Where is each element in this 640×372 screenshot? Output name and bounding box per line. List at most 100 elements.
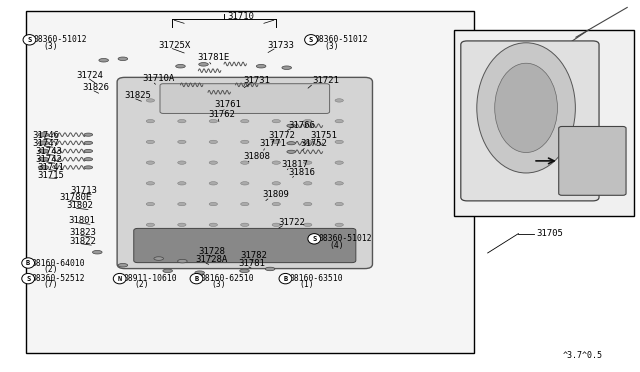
Ellipse shape bbox=[241, 244, 249, 247]
FancyBboxPatch shape bbox=[160, 84, 330, 113]
Text: 31715: 31715 bbox=[37, 171, 64, 180]
Ellipse shape bbox=[303, 202, 312, 206]
Text: 31817: 31817 bbox=[282, 160, 308, 169]
Text: 31746: 31746 bbox=[32, 131, 59, 140]
Ellipse shape bbox=[147, 202, 155, 206]
Ellipse shape bbox=[177, 259, 187, 263]
Text: (3): (3) bbox=[211, 280, 226, 289]
Text: 31801: 31801 bbox=[68, 216, 95, 225]
Ellipse shape bbox=[38, 149, 49, 153]
Text: 31762: 31762 bbox=[208, 110, 235, 119]
Ellipse shape bbox=[272, 140, 280, 144]
Ellipse shape bbox=[574, 168, 580, 170]
Ellipse shape bbox=[209, 223, 218, 227]
Ellipse shape bbox=[38, 141, 49, 145]
Ellipse shape bbox=[209, 99, 218, 102]
Text: 31816: 31816 bbox=[288, 168, 315, 177]
Ellipse shape bbox=[118, 263, 128, 267]
Text: 08360-51012: 08360-51012 bbox=[34, 35, 88, 44]
Ellipse shape bbox=[495, 63, 557, 153]
Text: 08360-51012: 08360-51012 bbox=[315, 35, 369, 44]
Ellipse shape bbox=[147, 182, 155, 185]
Ellipse shape bbox=[84, 141, 93, 144]
Text: (1): (1) bbox=[300, 280, 314, 289]
Text: 31772: 31772 bbox=[269, 131, 296, 140]
Text: (4): (4) bbox=[330, 241, 344, 250]
Ellipse shape bbox=[335, 140, 344, 144]
Ellipse shape bbox=[303, 223, 312, 227]
Text: N: N bbox=[118, 276, 122, 282]
Text: 08360-52512: 08360-52512 bbox=[32, 274, 86, 283]
Ellipse shape bbox=[574, 135, 580, 137]
Ellipse shape bbox=[272, 223, 280, 227]
Ellipse shape bbox=[241, 161, 249, 164]
Text: 31823: 31823 bbox=[69, 228, 96, 237]
Ellipse shape bbox=[22, 258, 35, 268]
Ellipse shape bbox=[178, 119, 186, 123]
Ellipse shape bbox=[335, 161, 344, 164]
Ellipse shape bbox=[287, 142, 296, 145]
Text: S: S bbox=[26, 276, 30, 282]
Text: 31809: 31809 bbox=[262, 190, 289, 199]
Ellipse shape bbox=[93, 250, 102, 254]
Ellipse shape bbox=[84, 150, 93, 153]
Text: 31780E: 31780E bbox=[60, 193, 92, 202]
Ellipse shape bbox=[178, 99, 186, 102]
Text: 31761: 31761 bbox=[214, 100, 241, 109]
Ellipse shape bbox=[209, 161, 218, 164]
Text: 31781: 31781 bbox=[239, 259, 266, 268]
FancyBboxPatch shape bbox=[134, 228, 356, 263]
Ellipse shape bbox=[287, 150, 296, 153]
Ellipse shape bbox=[303, 99, 312, 102]
Text: 31722: 31722 bbox=[278, 218, 305, 227]
Ellipse shape bbox=[147, 119, 155, 123]
Ellipse shape bbox=[256, 64, 266, 68]
Ellipse shape bbox=[147, 223, 155, 227]
Ellipse shape bbox=[154, 257, 164, 260]
Ellipse shape bbox=[272, 244, 280, 247]
Ellipse shape bbox=[604, 135, 611, 137]
Text: 31705: 31705 bbox=[536, 229, 563, 238]
Bar bbox=[26, 11, 474, 353]
Text: 31741: 31741 bbox=[37, 163, 64, 171]
Ellipse shape bbox=[272, 202, 280, 206]
Text: (3): (3) bbox=[324, 42, 339, 51]
FancyBboxPatch shape bbox=[461, 41, 599, 201]
Text: 31728A: 31728A bbox=[195, 255, 227, 264]
Text: 31710: 31710 bbox=[227, 12, 254, 21]
Text: S: S bbox=[312, 236, 316, 242]
Ellipse shape bbox=[335, 119, 344, 123]
Ellipse shape bbox=[574, 151, 580, 154]
Text: 31710A: 31710A bbox=[142, 74, 174, 83]
Text: (2): (2) bbox=[134, 280, 149, 289]
Ellipse shape bbox=[279, 273, 292, 284]
Ellipse shape bbox=[22, 273, 35, 284]
Text: 31731: 31731 bbox=[243, 76, 270, 85]
Ellipse shape bbox=[308, 234, 321, 244]
Ellipse shape bbox=[178, 140, 186, 144]
Ellipse shape bbox=[335, 223, 344, 227]
Text: 31802: 31802 bbox=[66, 201, 93, 210]
Text: 08911-10610: 08911-10610 bbox=[124, 274, 177, 283]
Ellipse shape bbox=[84, 133, 93, 136]
Ellipse shape bbox=[240, 269, 250, 273]
Ellipse shape bbox=[99, 58, 109, 62]
Text: 08160-62510: 08160-62510 bbox=[200, 274, 254, 283]
Ellipse shape bbox=[265, 267, 275, 271]
Ellipse shape bbox=[209, 202, 218, 206]
Ellipse shape bbox=[272, 99, 280, 102]
Ellipse shape bbox=[147, 99, 155, 102]
Ellipse shape bbox=[604, 168, 611, 170]
Ellipse shape bbox=[335, 99, 344, 102]
Text: S: S bbox=[309, 37, 313, 43]
Text: 31825: 31825 bbox=[125, 91, 152, 100]
Text: B: B bbox=[284, 276, 287, 282]
Ellipse shape bbox=[287, 124, 296, 127]
Text: (3): (3) bbox=[44, 42, 58, 51]
Ellipse shape bbox=[303, 161, 312, 164]
Text: 31742: 31742 bbox=[35, 155, 62, 164]
Text: B: B bbox=[195, 276, 198, 282]
Ellipse shape bbox=[209, 244, 218, 247]
Ellipse shape bbox=[118, 57, 128, 61]
Ellipse shape bbox=[335, 244, 344, 247]
